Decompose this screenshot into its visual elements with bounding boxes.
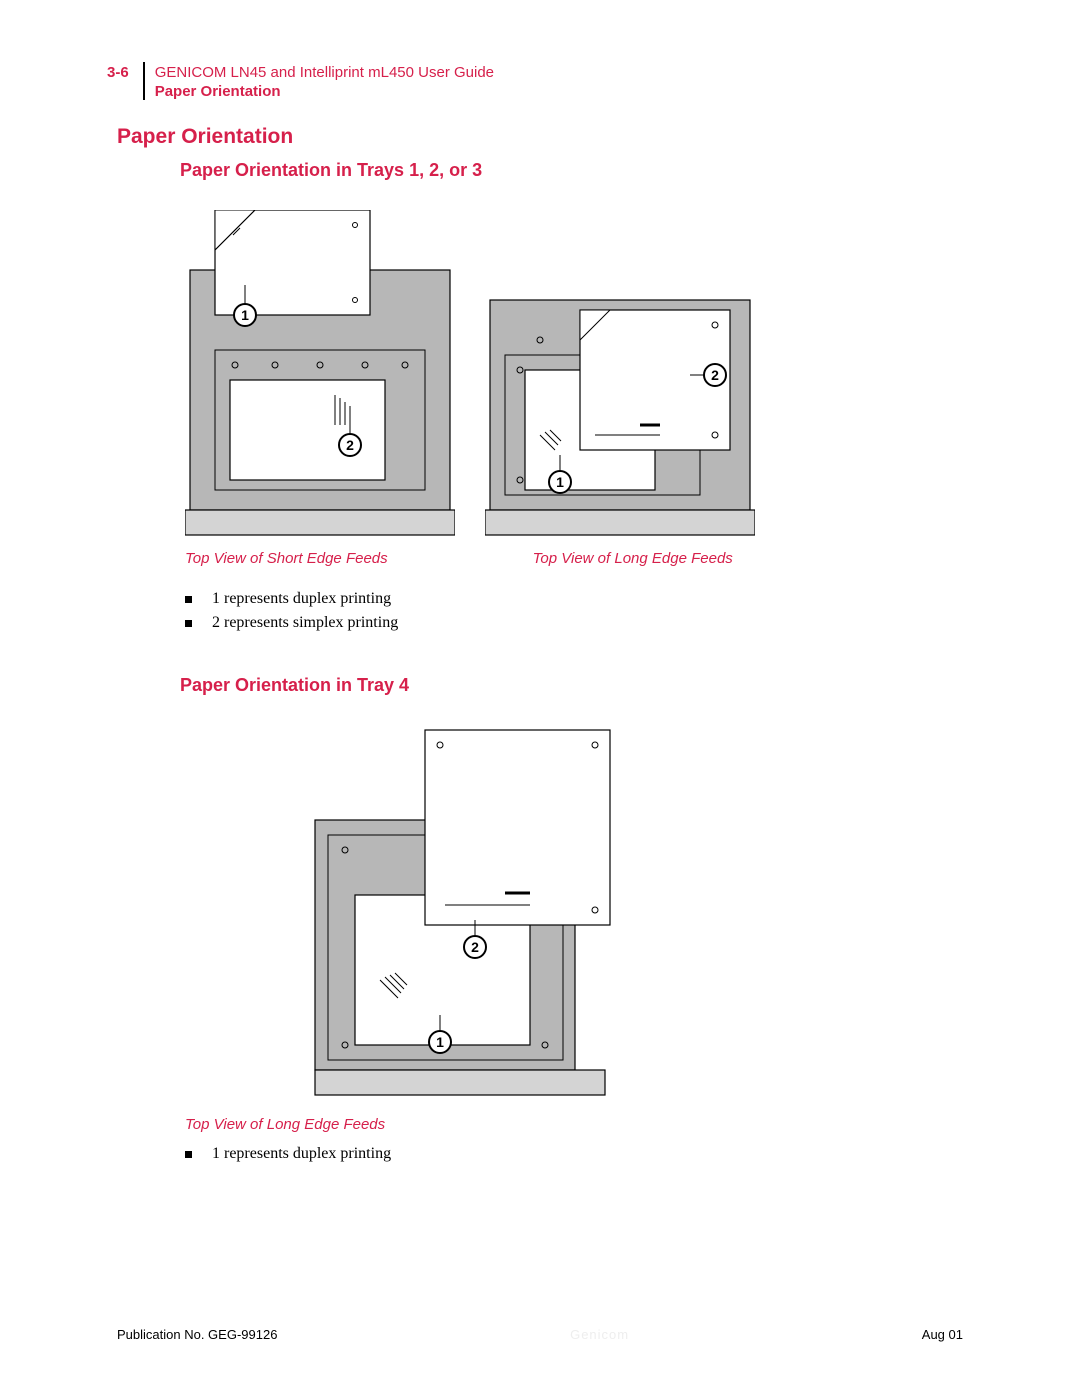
svg-text:1: 1 [241,307,249,323]
footer-brand: Genicom [570,1327,629,1342]
diagram-short-edge: 2 1 [185,210,455,540]
svg-text:2: 2 [346,437,354,453]
footer-date: Aug 01 [922,1327,963,1342]
caption-tray4: Top View of Long Edge Feeds [185,1116,385,1133]
bullet-list-1: 1 represents duplex printing 2 represent… [185,590,398,638]
heading-1: Paper Orientation [117,125,293,149]
header-title: GENICOM LN45 and Intelliprint mL450 User… [155,64,494,81]
caption-long-edge: Top View of Long Edge Feeds [533,550,733,567]
page-header: 3-6 GENICOM LN45 and Intelliprint mL450 … [107,64,494,100]
svg-text:2: 2 [711,367,719,383]
section-1-heading: Paper Orientation in Trays 1, 2, or 3 [180,160,482,181]
section-2-heading: Paper Orientation in Tray 4 [180,675,409,696]
header-divider [143,62,145,100]
svg-text:2: 2 [471,939,479,955]
diagram-long-edge-trays123: 1 2 [485,210,755,540]
header-subtitle: Paper Orientation [155,83,494,100]
bullet-text: 2 represents simplex printing [212,614,398,632]
bullet-list-2: 1 represents duplex printing [185,1145,391,1163]
diagram-tray4: 1 2 [310,720,650,1105]
svg-text:1: 1 [436,1034,444,1050]
footer-publication: Publication No. GEG-99126 [117,1327,277,1342]
caption-row-1: Top View of Short Edge Feeds Top View of… [185,550,733,567]
bullet-text: 1 represents duplex printing [212,590,391,608]
diagram-row-1: 2 1 1 [185,210,755,540]
caption-short-edge: Top View of Short Edge Feeds [185,550,388,567]
page-footer: Publication No. GEG-99126 Genicom Aug 01 [117,1327,963,1342]
svg-text:1: 1 [556,474,564,490]
bullet-text: 1 represents duplex printing [212,1145,391,1163]
page-number: 3-6 [107,64,129,81]
